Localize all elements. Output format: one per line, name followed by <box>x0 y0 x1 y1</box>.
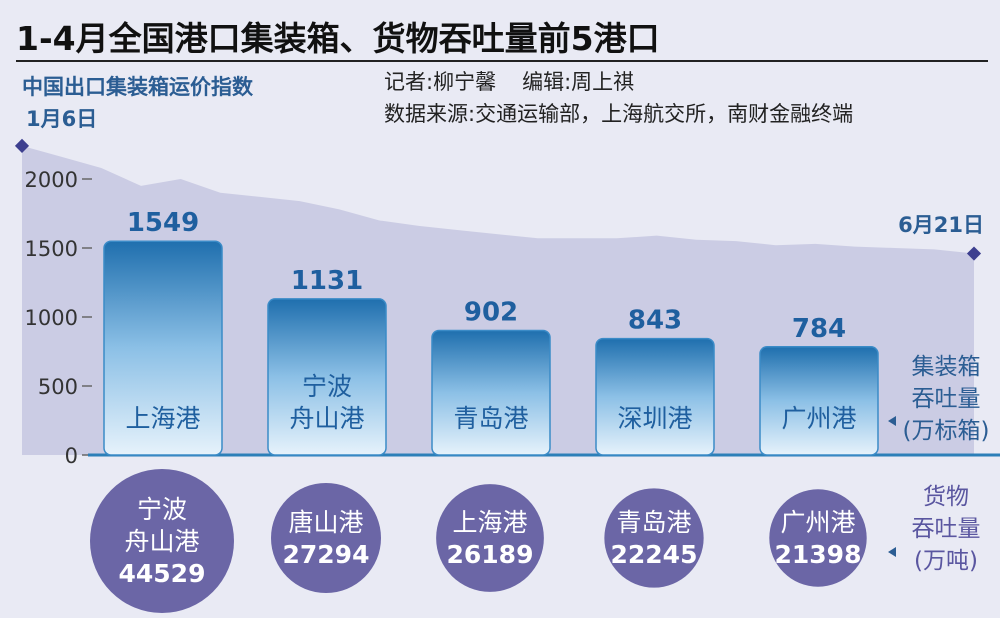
bubble-group: 广州港 21398 <box>769 489 867 587</box>
bar-category-label: 宁波 <box>302 372 352 401</box>
y-tick-label: 2000 <box>25 168 78 192</box>
y-tick-label: 0 <box>65 444 78 468</box>
bubble-category-label: 宁波 <box>137 495 187 524</box>
bubble-category-label: 广州港 <box>780 508 855 537</box>
page-title: 1-4月全国港口集装箱、货物吞吐量前5港口 <box>16 19 660 58</box>
cargo-series-label: (万吨) <box>914 548 978 574</box>
freight-index-title: 中国出口集装箱运价指数 <box>22 75 254 99</box>
bar <box>267 298 387 456</box>
area-end-marker <box>966 246 982 261</box>
bubble-value-label: 22245 <box>611 540 698 569</box>
bar-group: 902 青岛港 <box>431 298 551 456</box>
bubble <box>769 489 867 587</box>
cargo-series-label: 货物 <box>923 484 969 510</box>
container-series-label: 吞吐量 <box>912 386 981 412</box>
reporter-editor-line: 记者:柳宁馨 编辑:周上祺 <box>384 66 634 96</box>
container-pointer-icon <box>888 416 896 426</box>
bubble-value-label: 21398 <box>775 540 862 569</box>
bar <box>431 329 551 456</box>
bubble-value-label: 44529 <box>119 559 206 588</box>
bar-value-label: 1549 <box>127 208 199 238</box>
bubble <box>604 488 704 588</box>
title-rule <box>16 60 988 62</box>
bar-group: 843 深圳港 <box>595 306 715 456</box>
container-series-label: 集装箱 <box>912 354 981 380</box>
bubble-value-label: 26189 <box>447 540 534 569</box>
bar-value-label: 843 <box>628 306 682 336</box>
bubble-category-label: 舟山港 <box>124 527 199 556</box>
bubble-group: 唐山港 27294 <box>271 483 381 593</box>
bubble-group: 青岛港 22245 <box>604 488 704 588</box>
bubble <box>436 484 544 592</box>
container-series-label: (万标箱) <box>903 418 990 444</box>
cargo-pointer-icon <box>888 547 896 557</box>
bar-category-label: 深圳港 <box>617 404 692 433</box>
freight-index-area <box>22 145 974 455</box>
area-start-date-label: 1月6日 <box>26 107 97 131</box>
bar-group: 784 广州港 <box>759 314 879 456</box>
bar-value-label: 902 <box>464 298 518 328</box>
bar <box>759 346 879 456</box>
bar <box>595 337 715 456</box>
bubble-group: 上海港 26189 <box>436 484 544 592</box>
bar-category-label: 青岛港 <box>453 404 528 433</box>
bar <box>103 240 223 456</box>
bubble-value-label: 27294 <box>283 540 370 569</box>
bubble-category-label: 青岛港 <box>616 508 691 537</box>
area-end-date-label: 6月21日 <box>898 213 984 237</box>
bar-value-label: 1131 <box>291 266 363 296</box>
bubble <box>90 469 234 613</box>
bubble-category-label: 上海港 <box>452 508 527 537</box>
bar-category-label: 舟山港 <box>289 404 364 433</box>
y-tick-label: 1500 <box>25 237 78 261</box>
bubble <box>271 483 381 593</box>
cargo-series-label: 吞吐量 <box>912 516 981 542</box>
editor-credit: 编辑:周上祺 <box>522 70 635 94</box>
y-tick-label: 500 <box>38 375 78 399</box>
data-source: 数据来源:交通运输部，上海航交所，南财金融终端 <box>384 102 854 126</box>
bar-category-label: 上海港 <box>125 404 200 433</box>
bar-group: 1549 上海港 <box>103 208 223 456</box>
reporter-credit: 记者:柳宁馨 <box>384 70 497 94</box>
bar-category-label: 广州港 <box>781 404 856 433</box>
bar-value-label: 784 <box>792 314 846 344</box>
bubble-category-label: 唐山港 <box>288 508 363 537</box>
y-tick-label: 1000 <box>25 306 78 330</box>
